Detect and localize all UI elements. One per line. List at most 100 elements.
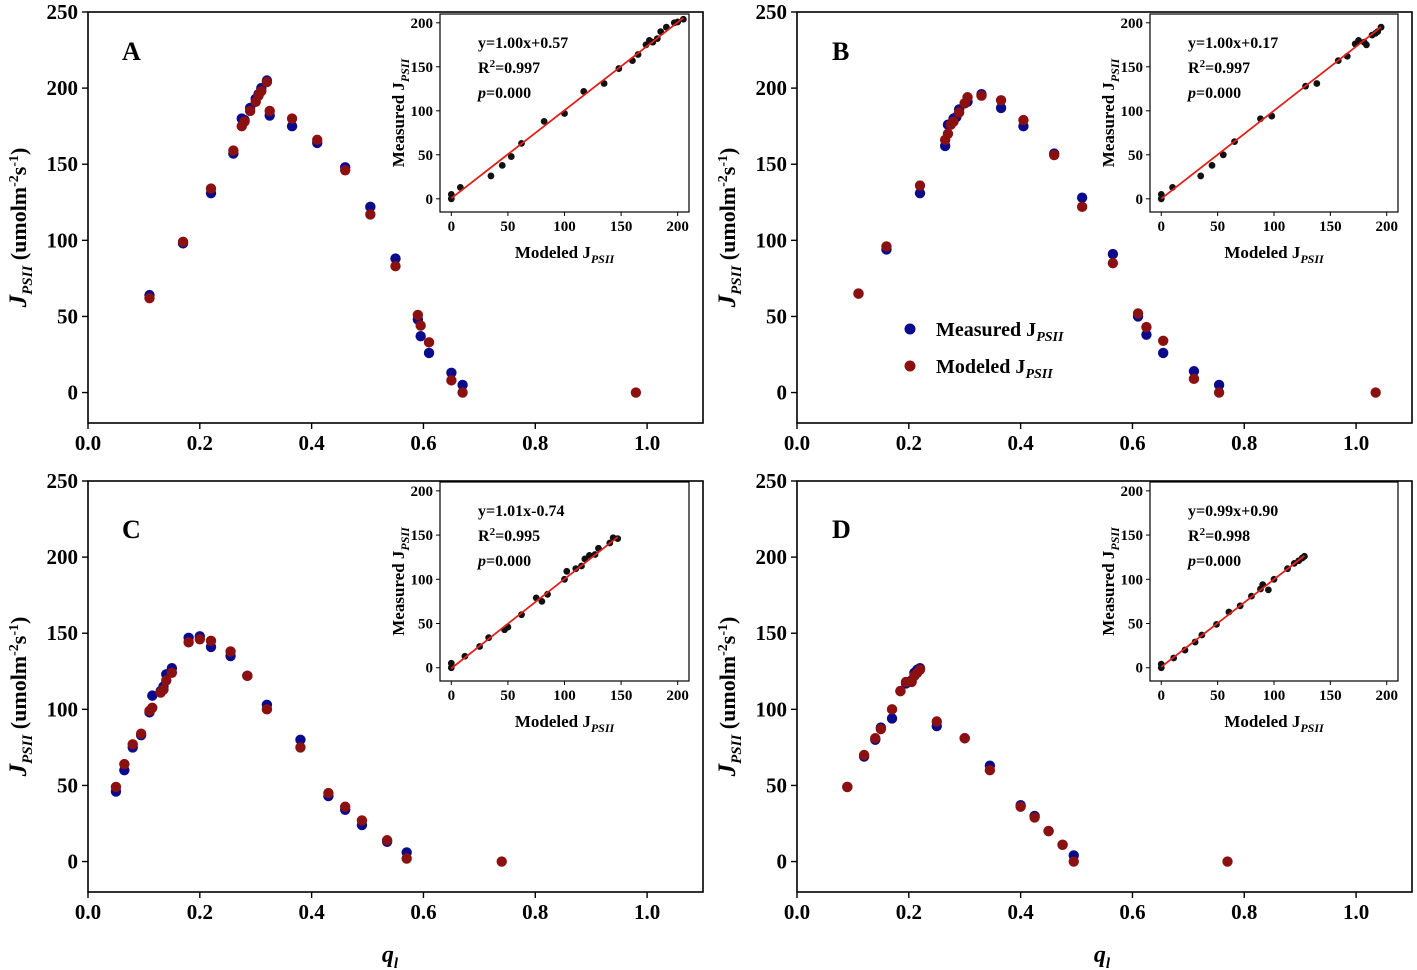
modeled-point — [242, 670, 253, 682]
y-axis-label-exp: -2 — [716, 644, 731, 656]
modeled-point — [457, 387, 468, 398]
y-tick-label: 100 — [756, 697, 788, 721]
measured-point — [1158, 347, 1169, 359]
modeled-point — [886, 704, 898, 715]
inset-point — [1313, 80, 1321, 87]
inset-point — [1157, 191, 1165, 198]
y-axis-label-j: J — [5, 293, 32, 308]
inset-y-tick-label: 200 — [1121, 484, 1144, 500]
modeled-point — [264, 105, 275, 117]
x-tick-label: 1.0 — [634, 900, 660, 924]
inset-y-tick-label: 0 — [426, 661, 434, 677]
x-axis-label-left: ql — [382, 942, 399, 970]
inset-y-tick-label: 150 — [411, 60, 434, 76]
modeled-point — [228, 145, 239, 156]
inset-x-label-main: Modeled J — [515, 712, 592, 731]
inset-x-tick-label: 0 — [1158, 219, 1166, 235]
inset-point — [544, 590, 551, 598]
y-axis-label: JPSII (umolm-2s-1) — [5, 617, 36, 778]
inset-y-tick-label: 150 — [411, 528, 434, 544]
modeled-point — [183, 637, 194, 648]
modeled-point — [381, 835, 393, 846]
y-axis-label-unit: ) — [715, 148, 740, 155]
panel-label: D — [832, 515, 851, 544]
y-axis-label-unit: s — [6, 166, 31, 175]
inset-x-tick-label: 150 — [1319, 219, 1342, 235]
inset-y-axis-label: Measured JPSII — [389, 526, 412, 636]
r2-exponent: 2 — [1200, 526, 1206, 538]
y-axis-label-unit: ) — [715, 617, 740, 624]
modeled-point — [119, 758, 130, 770]
inset-point — [518, 611, 525, 619]
inset-x-tick-label: 0 — [448, 688, 456, 704]
modeled-point — [401, 853, 412, 864]
inset-x-tick-label: 50 — [500, 219, 515, 235]
inset-x-axis-label: Modeled JPSII — [1224, 243, 1325, 266]
inset-y-label-main: Measured J — [1099, 82, 1118, 168]
y-tick-label: 250 — [756, 0, 788, 24]
measured-point — [365, 201, 376, 213]
r2-symbol: R — [478, 528, 490, 545]
inset-x-tick-label: 200 — [1375, 219, 1398, 235]
inset-y-tick-label: 0 — [1136, 661, 1144, 677]
measured-point — [914, 187, 926, 199]
inset-y-axis-label: Measured JPSII — [389, 57, 412, 167]
x-tick-label: 0.8 — [1231, 431, 1257, 455]
inset-x-tick-label: 50 — [1210, 219, 1225, 235]
modeled-point — [630, 387, 642, 398]
inset-y-tick-label: 200 — [411, 484, 434, 500]
measured-point — [1188, 366, 1200, 377]
modeled-point — [1213, 387, 1225, 398]
modeled-point — [870, 733, 881, 744]
modeled-point — [295, 742, 306, 753]
modeled-point — [239, 116, 250, 127]
x-tick-label: 0.0 — [75, 431, 101, 455]
p-value: =0.000 — [486, 85, 531, 102]
y-axis-label-sub: PSII — [20, 734, 36, 764]
inset-point — [447, 659, 455, 667]
inset-y-tick-label: 100 — [1121, 104, 1144, 120]
measured-point — [1213, 379, 1225, 391]
inset-r-squared: R2=0.998 — [1188, 526, 1250, 545]
inset-fit-line — [450, 17, 684, 200]
inset-x-label-sub: PSII — [591, 721, 616, 735]
y-tick-label: 100 — [47, 228, 79, 252]
inset-r-squared: R2=0.995 — [478, 526, 540, 545]
inset-x-axis-label: Modeled JPSII — [1224, 712, 1325, 735]
inset-equation: y=1.00x+0.57 — [478, 35, 568, 52]
modeled-point — [144, 292, 155, 304]
p-symbol: p — [476, 85, 486, 102]
measured-point — [147, 690, 158, 701]
modeled-point — [914, 180, 926, 191]
y-axis-label-sub: PSII — [20, 265, 36, 295]
modeled-point — [1188, 373, 1200, 385]
inset-x-tick-label: 150 — [610, 688, 633, 704]
y-axis-label-sub: PSII — [729, 734, 745, 764]
x-tick-label: 1.0 — [1343, 431, 1369, 455]
modeled-point — [365, 209, 376, 220]
p-symbol: p — [476, 553, 486, 570]
p-value: =0.000 — [486, 553, 531, 570]
inset-y-tick-label: 100 — [411, 572, 434, 588]
modeled-point — [286, 113, 298, 124]
inset-y-label-sub: PSII — [1108, 526, 1122, 551]
inset-y-axis-label: Measured JPSII — [1099, 57, 1122, 167]
inset-x-tick-label: 50 — [1210, 688, 1225, 704]
y-axis-label-exp: -1 — [7, 624, 22, 636]
modeled-point — [1107, 257, 1119, 269]
y-tick-label: 0 — [68, 850, 79, 874]
inset-x-label-main: Modeled J — [515, 243, 592, 262]
y-tick-label: 50 — [766, 304, 787, 328]
measured-point — [1076, 192, 1088, 203]
p-value: =0.000 — [1196, 553, 1241, 570]
y-tick-label: 0 — [777, 850, 788, 874]
r2-value: =0.995 — [495, 528, 540, 545]
modeled-point — [1076, 201, 1088, 213]
inset-point — [487, 172, 495, 180]
modeled-point — [256, 85, 267, 97]
y-tick-label: 0 — [68, 381, 79, 405]
